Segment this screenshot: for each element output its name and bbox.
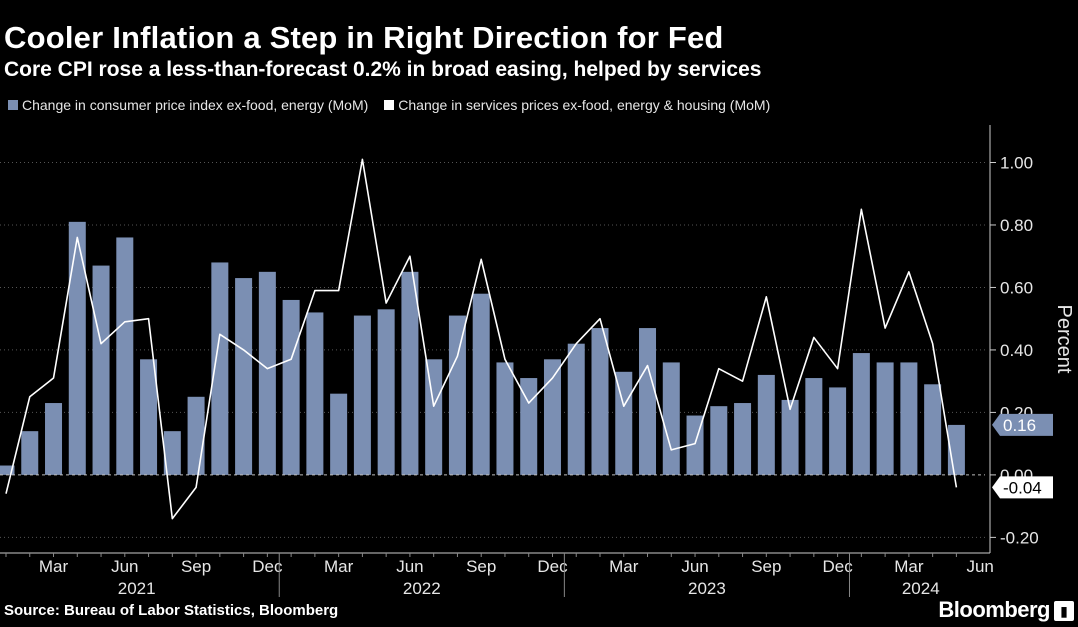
bar	[330, 393, 348, 475]
bar	[924, 384, 942, 475]
bar	[900, 362, 918, 475]
y-tick-label: -0.20	[1000, 528, 1039, 547]
bar	[68, 221, 86, 475]
bar	[781, 399, 799, 475]
callout-text: 0.16	[1003, 416, 1036, 435]
bar	[0, 465, 15, 475]
x-month-label: Sep	[751, 557, 781, 576]
bar	[187, 396, 205, 475]
callout-box	[992, 476, 1053, 499]
bar	[543, 359, 561, 475]
bar	[116, 237, 134, 475]
callout-box	[992, 413, 1053, 436]
bar	[92, 265, 110, 475]
bar	[163, 431, 181, 475]
x-month-label: Dec	[822, 557, 853, 576]
x-month-label: Sep	[181, 557, 211, 576]
bar	[662, 362, 680, 475]
x-month-label: Sep	[466, 557, 496, 576]
y-tick-label: 1.00	[1000, 153, 1033, 172]
bar	[353, 315, 371, 475]
bar	[876, 362, 894, 475]
bar	[258, 271, 276, 475]
legend-item-services: Change in services prices ex-food, energ…	[384, 97, 770, 113]
bar	[591, 328, 609, 475]
last-value-callout-cpi: 0.16	[992, 413, 1053, 436]
x-month-label: Jun	[111, 557, 138, 576]
x-year-label: 2024	[902, 579, 940, 598]
x-month-label: Jun	[966, 557, 993, 576]
bar	[852, 353, 870, 475]
bar	[425, 359, 443, 475]
y-tick-label: 0.60	[1000, 278, 1033, 297]
y-tick-label: 0.80	[1000, 216, 1033, 235]
bar	[639, 328, 657, 475]
x-month-label: Jun	[681, 557, 708, 576]
bloomberg-logo: Bloomberg	[938, 597, 1050, 622]
services-line	[5, 158, 958, 520]
y-tick-label: 0.40	[1000, 341, 1033, 360]
bar	[306, 312, 324, 475]
bar	[282, 299, 300, 475]
x-year-label: 2021	[118, 579, 156, 598]
x-month-label: Mar	[324, 557, 354, 576]
callout-text: -0.04	[1003, 478, 1042, 497]
bar	[45, 403, 63, 475]
chart-subtitle: Core CPI rose a less-than-forecast 0.2% …	[4, 58, 762, 81]
bar	[710, 406, 728, 475]
legend-swatch-line	[384, 100, 395, 110]
bar	[21, 431, 39, 475]
bar	[472, 293, 490, 475]
x-month-label: Mar	[39, 557, 69, 576]
bar	[757, 374, 775, 475]
bar	[567, 343, 585, 475]
source-note: Source: Bureau of Labor Statistics, Bloo…	[4, 602, 339, 619]
x-month-label: Mar	[609, 557, 639, 576]
bar	[829, 387, 847, 475]
bar	[448, 315, 466, 475]
last-value-callout-services: -0.04	[992, 476, 1053, 499]
bar	[520, 378, 538, 475]
legend-swatch-bar	[8, 100, 18, 110]
bar	[235, 278, 253, 475]
y-axis-label: Percent	[1053, 305, 1075, 374]
bar	[734, 403, 752, 475]
x-month-label: Dec	[252, 557, 283, 576]
legend-item-cpi: Change in consumer price index ex-food, …	[8, 97, 368, 113]
x-year-label: 2022	[403, 579, 441, 598]
bar	[377, 309, 395, 475]
legend-label-cpi: Change in consumer price index ex-food, …	[22, 97, 369, 113]
legend: Change in consumer price index ex-food, …	[8, 97, 786, 113]
x-month-label: Dec	[537, 557, 568, 576]
bar	[805, 378, 823, 475]
bar	[496, 362, 514, 475]
chart-title: Cooler Inflation a Step in Right Directi…	[4, 20, 724, 55]
legend-label-services: Change in services prices ex-food, energ…	[398, 97, 771, 113]
terminal-icon: ▮	[1054, 601, 1074, 621]
bar	[401, 271, 419, 475]
bar	[140, 359, 158, 475]
x-month-label: Mar	[894, 557, 924, 576]
x-year-label: 2023	[688, 579, 726, 598]
bar	[211, 262, 229, 475]
x-month-label: Jun	[396, 557, 423, 576]
